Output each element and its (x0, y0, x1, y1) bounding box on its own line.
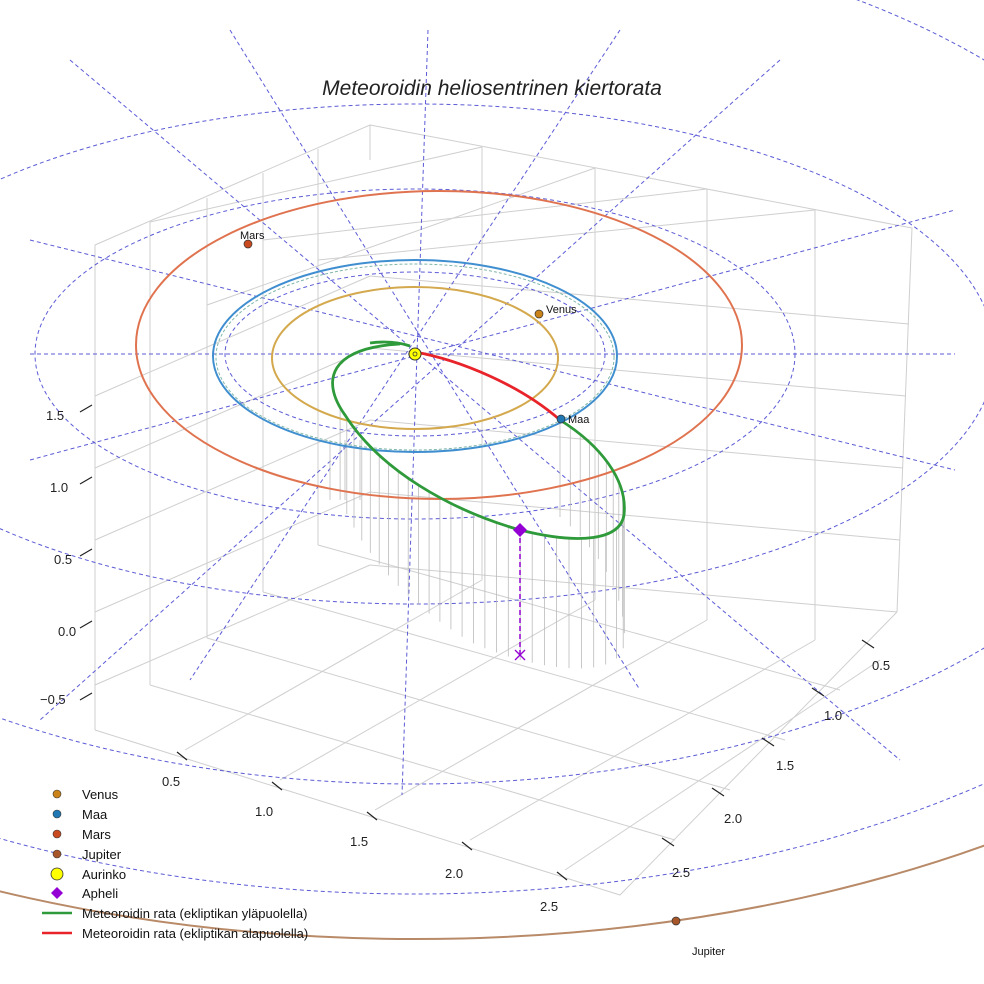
meteoroid-orbit-above-ecliptic (331, 342, 626, 540)
legend-mars-symbol (52, 829, 62, 839)
z-tick-label: 0.5 (54, 552, 72, 567)
legend-label: Meteoroidin rata (ekliptikan yläpuolella… (82, 906, 307, 921)
legend-venus-symbol (52, 789, 62, 799)
z-axis: 1.5 1.0 0.5 0.0 −0.5 (40, 404, 93, 707)
meteoroid-orbit-above-ecliptic-top (369, 340, 411, 348)
chart-title: Meteoroidin heliosentrinen kiertorata (322, 77, 662, 100)
mars-marker (243, 239, 253, 249)
z-tick-label: 1.0 (50, 480, 68, 495)
y-tick-label: 1.5 (776, 758, 794, 773)
sun-marker (408, 347, 422, 361)
legend-label: Maa (82, 807, 108, 822)
legend-jupiter-symbol (52, 849, 62, 859)
x-axis: 0.5 1.0 1.5 2.0 2.5 (162, 751, 568, 914)
legend-sun-symbol (50, 867, 64, 881)
earth-label: Maa (568, 414, 590, 426)
aphelion-projection-cross (514, 649, 526, 661)
earth-orbit-outline (215, 263, 615, 451)
y-tick-label: 1.0 (824, 708, 842, 723)
y-tick-label: 2.5 (672, 865, 690, 880)
aphelion-marker (513, 523, 527, 537)
sun-marker-core (412, 351, 418, 357)
venus-label: Venus (546, 304, 577, 316)
ecliptic-reference-grid (0, 0, 984, 895)
legend-label: Meteoroidin rata (ekliptikan alapuolella… (82, 926, 308, 941)
x-tick-label: 1.0 (255, 804, 273, 819)
legend-label: Jupiter (82, 847, 122, 862)
legend-earth-symbol (52, 809, 62, 819)
x-tick-label: 0.5 (162, 774, 180, 789)
x-tick-label: 2.0 (445, 866, 463, 881)
legend: Venus Maa Mars Jupiter Aurinko Apheli Me… (42, 787, 308, 941)
jupiter-orbit (0, 844, 984, 940)
y-tick-label: 0.5 (872, 658, 890, 673)
y-axis: 0.5 1.0 1.5 2.0 2.5 (661, 639, 890, 880)
x-tick-label: 1.5 (350, 834, 368, 849)
legend-label: Venus (82, 787, 119, 802)
earth-orbit (212, 259, 618, 453)
meteoroid-orbit-below-ecliptic (414, 350, 561, 422)
mars-label: Mars (240, 230, 265, 242)
box-grid (94, 124, 913, 896)
jupiter-marker (671, 916, 681, 926)
legend-label: Apheli (82, 886, 118, 901)
z-tick-label: 0.0 (58, 624, 76, 639)
y-tick-label: 2.0 (724, 811, 742, 826)
x-tick-label: 2.5 (540, 899, 558, 914)
legend-label: Aurinko (82, 867, 126, 882)
z-tick-label: −0.5 (40, 692, 66, 707)
legend-aphelion-symbol (51, 887, 63, 899)
legend-label: Mars (82, 827, 111, 842)
mars-orbit (135, 190, 743, 500)
z-tick-label: 1.5 (46, 408, 64, 423)
venus-orbit (271, 286, 559, 430)
orbit-projection-stems (329, 407, 625, 669)
jupiter-label: Jupiter (692, 946, 725, 958)
venus-marker (534, 309, 544, 319)
earth-marker (556, 414, 566, 424)
